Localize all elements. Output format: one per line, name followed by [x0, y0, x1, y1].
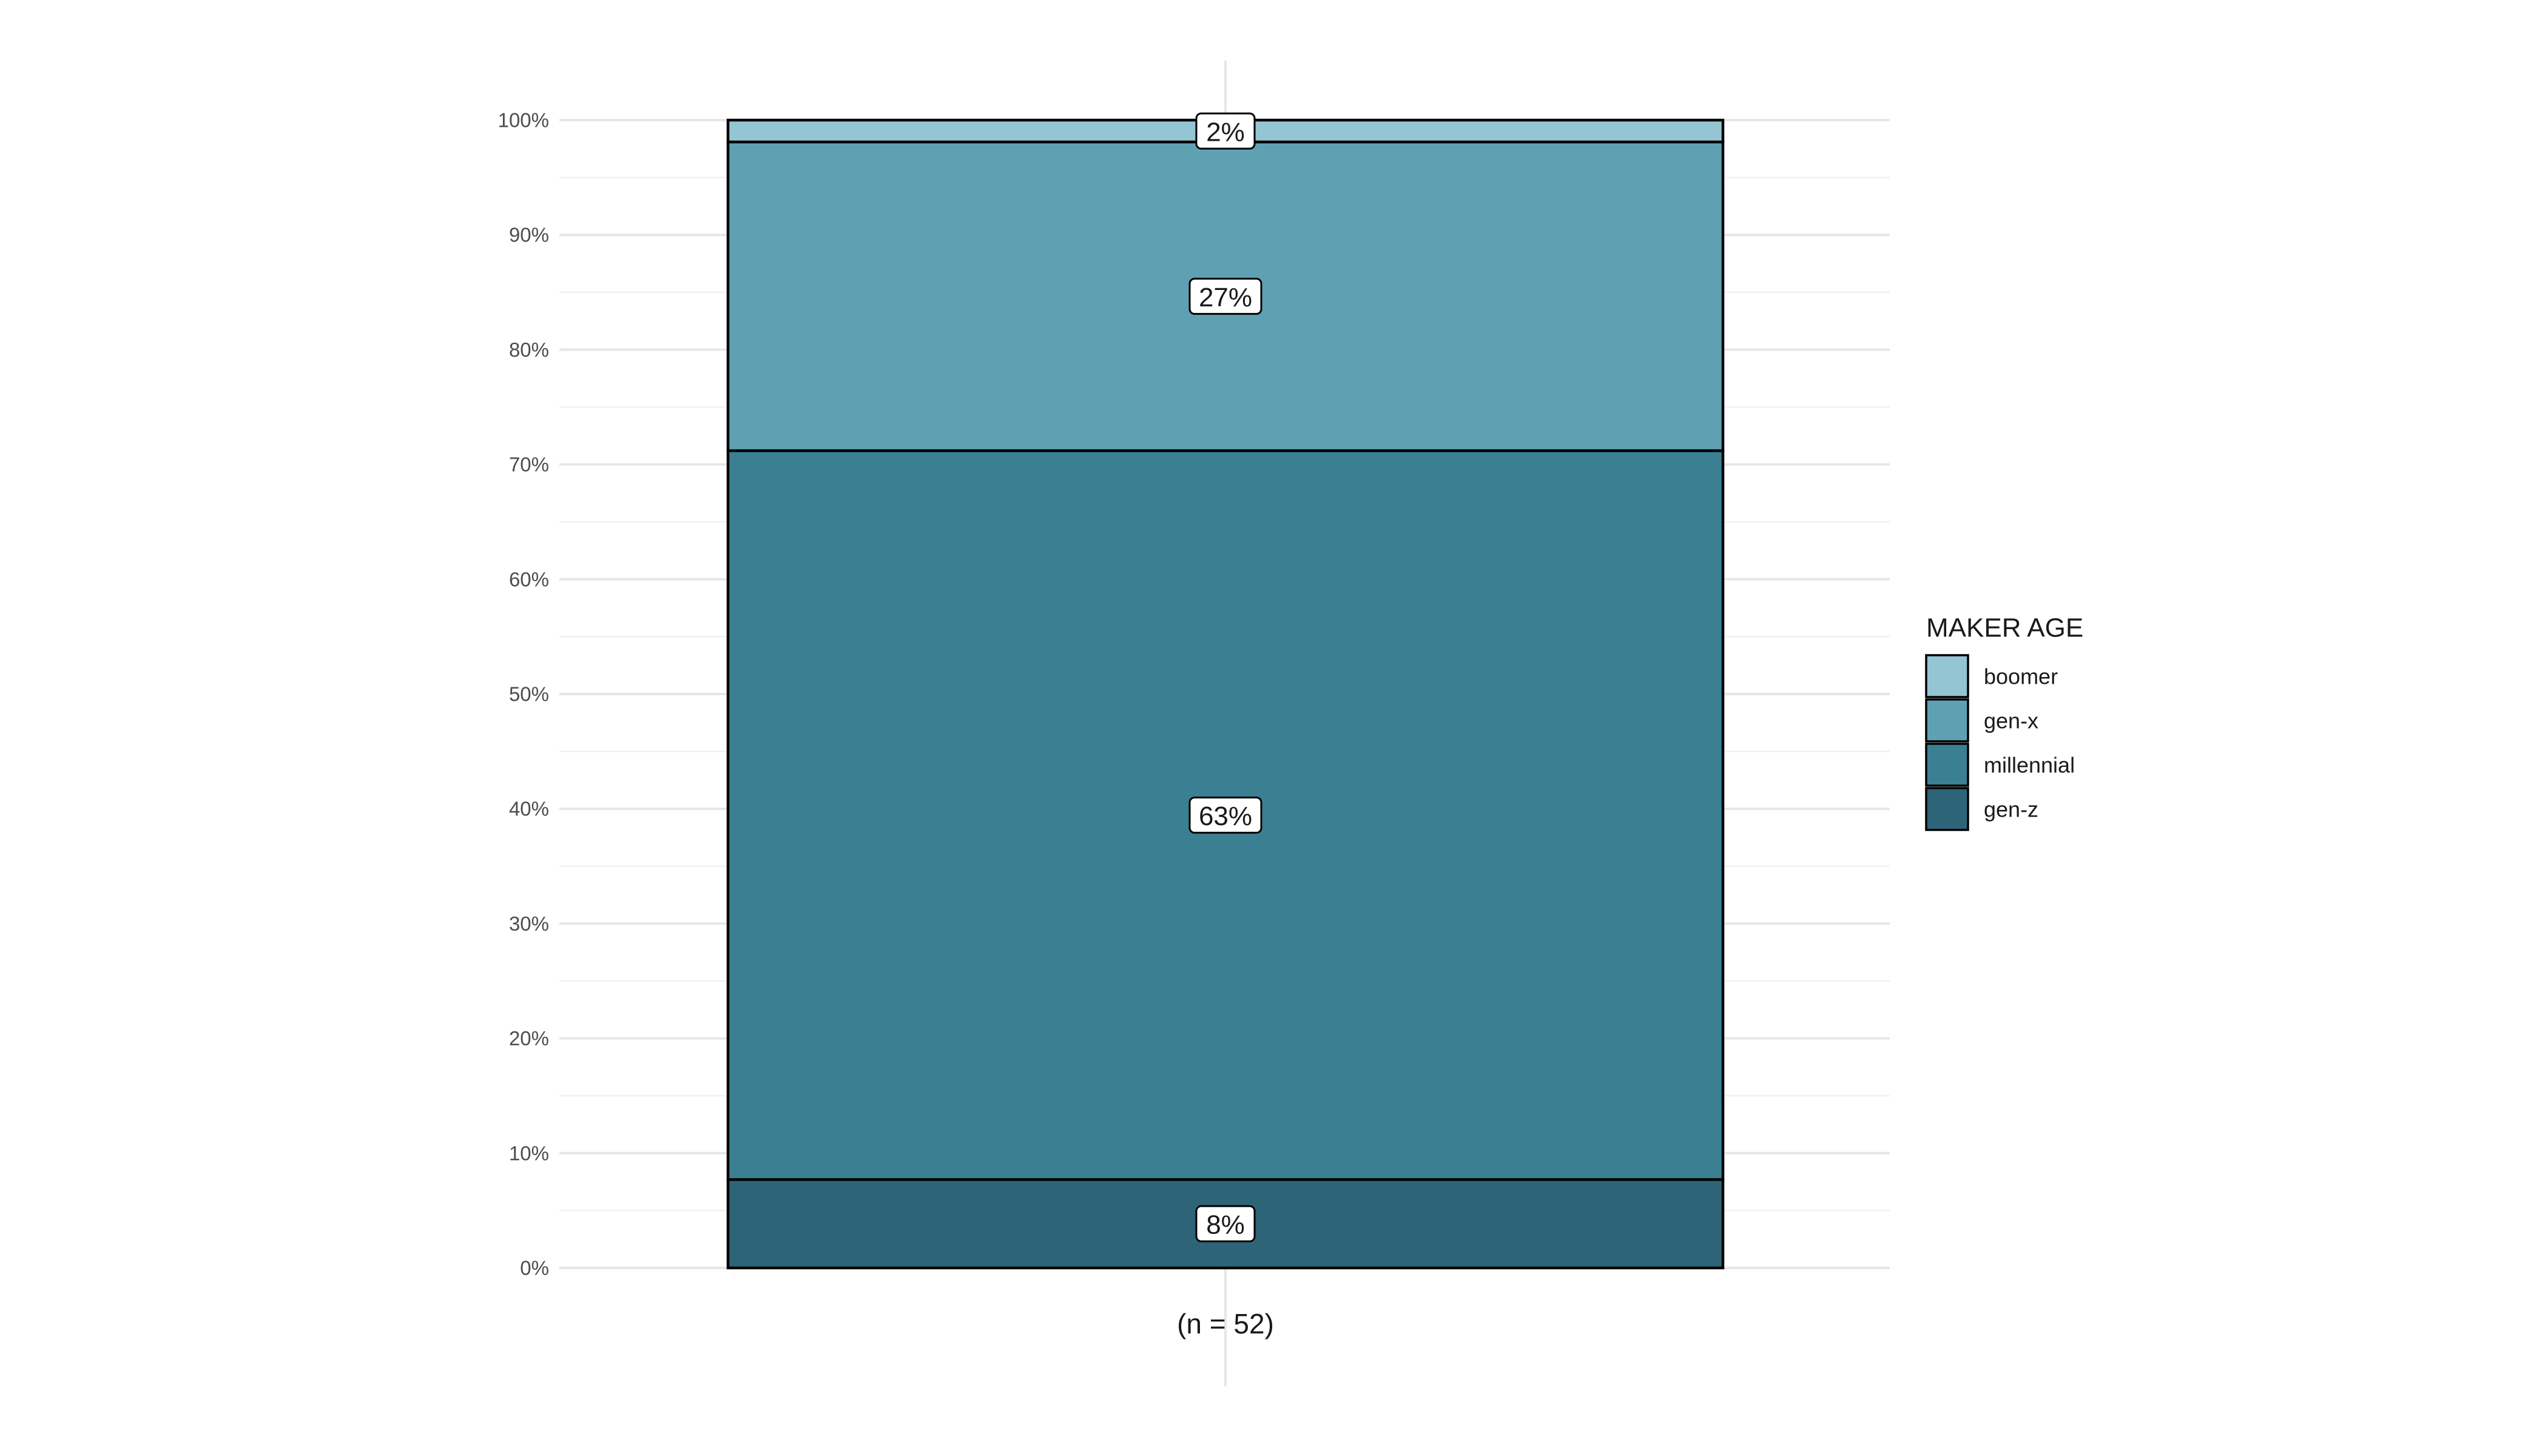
y-tick-label: 90% [509, 224, 549, 246]
y-tick-label: 0% [520, 1257, 549, 1279]
legend-item-gen-x: gen-x [1925, 698, 2038, 743]
y-tick-label: 30% [509, 912, 549, 935]
x-tick-label: (n = 52) [1177, 1308, 1274, 1340]
data-label-millennial: 63% [1188, 797, 1262, 834]
legend-item-boomer: boomer [1925, 654, 2058, 698]
data-label-boomer: 2% [1195, 112, 1256, 150]
legend-label: boomer [1984, 664, 2058, 689]
data-label-text: 63% [1199, 801, 1252, 831]
legend-swatch [1925, 698, 1969, 743]
legend: MAKER AGE boomer gen-x millennial gen-z [1925, 613, 2083, 831]
legend-swatch [1925, 654, 1969, 698]
y-tick-label: 10% [509, 1142, 549, 1164]
data-label-box [1188, 797, 1262, 834]
legend-item-millennial: millennial [1925, 743, 2075, 787]
legend-swatch [1925, 743, 1969, 787]
data-label-gen-z: 8% [1195, 1205, 1256, 1242]
y-axis: 0% 10% 20% 30% 40% 50% 60% 70% 80% 90% 100% [498, 109, 549, 1279]
y-tick-label: 80% [509, 339, 549, 361]
legend-title: MAKER AGE [1926, 613, 2083, 643]
legend-label: millennial [1984, 753, 2075, 778]
y-tick-label: 20% [509, 1027, 549, 1050]
y-tick-label: 40% [509, 798, 549, 820]
data-label-gen-x: 27% [1188, 277, 1262, 315]
data-label-text: 27% [1199, 283, 1252, 312]
y-tick-label: 100% [498, 109, 549, 132]
data-label-text: 2% [1206, 117, 1245, 147]
data-label-box [1188, 277, 1262, 315]
data-labels: 8% 63% 27% 2% [1188, 112, 1262, 1242]
legend-label: gen-z [1984, 797, 2038, 822]
x-axis: (n = 52) [1177, 1308, 1274, 1340]
data-label-text: 8% [1206, 1210, 1245, 1240]
data-label-box [1195, 112, 1256, 150]
y-tick-label: 70% [509, 453, 549, 476]
legend-swatch [1925, 787, 1969, 831]
data-label-box [1195, 1205, 1256, 1242]
legend-label: gen-x [1984, 709, 2038, 733]
legend-item-gen-z: gen-z [1925, 787, 2038, 831]
bar-stack [726, 118, 1725, 1270]
y-tick-label: 50% [509, 683, 549, 706]
y-tick-label: 60% [509, 568, 549, 590]
